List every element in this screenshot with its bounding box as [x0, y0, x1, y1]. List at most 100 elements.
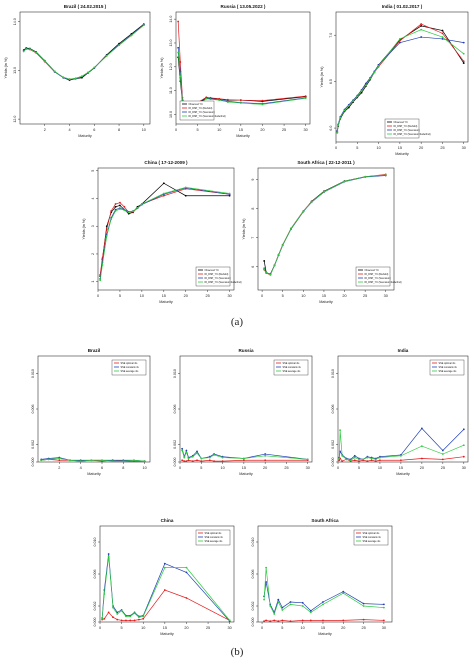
data-point	[142, 617, 145, 620]
data-point	[130, 34, 133, 37]
data-point	[273, 613, 276, 615]
data-point	[119, 204, 121, 207]
data-point	[69, 459, 71, 462]
x-tick-label: 5	[200, 466, 202, 470]
series-line	[338, 456, 464, 462]
x-tick-label: 0	[261, 626, 263, 630]
y-tick-label: 0.006	[331, 405, 335, 414]
data-point	[120, 619, 123, 622]
y-tick-label: 0.006	[173, 405, 177, 414]
y-tick-label: 3	[91, 225, 95, 227]
series-2	[263, 173, 387, 276]
data-point	[269, 273, 272, 276]
data-point	[29, 48, 31, 50]
data-point	[185, 571, 188, 574]
chart-panel-2: Russia ( 13.05.2022 ) Maturity Yields (in …	[160, 4, 311, 138]
data-point	[277, 598, 280, 601]
data-point	[47, 458, 50, 461]
data-point	[420, 28, 423, 31]
data-point	[301, 605, 304, 607]
data-point	[349, 459, 352, 462]
data-point	[353, 454, 356, 457]
legend-entry: SSE average nls	[121, 370, 140, 373]
data-point	[40, 459, 43, 462]
y-axis-label: Yields (in %)	[320, 66, 324, 88]
data-point	[112, 616, 114, 619]
chart-title: Brazil	[88, 348, 101, 353]
data-point	[179, 61, 182, 63]
data-point	[125, 619, 127, 622]
chart-title: South Africa ( 22-12-2011 )	[297, 160, 355, 165]
data-point	[362, 605, 365, 607]
x-tick-label: 10	[301, 626, 305, 630]
x-tick-label: 10	[143, 466, 147, 470]
y-tick-label: 14.0	[13, 18, 17, 25]
data-point	[53, 70, 56, 73]
legend-entry: SSE optimal nls	[121, 362, 139, 365]
data-point	[183, 456, 186, 459]
data-point	[420, 36, 423, 38]
data-point	[277, 253, 280, 256]
legend-entry: SSE optimal nls	[439, 362, 457, 365]
y-tick-label: 0.000	[251, 618, 255, 627]
chart-title: Russia ( 13.05.2022 )	[221, 4, 266, 9]
plot-frame	[175, 11, 311, 125]
series-2	[99, 187, 231, 276]
data-point	[281, 244, 284, 246]
data-point	[177, 51, 180, 54]
legend-entry: SSE optimal nls	[363, 532, 381, 535]
x-tick-label: 2	[58, 466, 60, 470]
data-point	[123, 205, 126, 208]
data-point	[105, 235, 108, 237]
data-point	[184, 186, 187, 189]
data-point	[125, 615, 127, 618]
y-tick-label: 6	[251, 266, 255, 268]
x-tick-label: 6	[101, 466, 103, 470]
data-point	[364, 175, 367, 178]
data-point	[90, 459, 93, 462]
series-3	[263, 174, 387, 276]
x-axis-label: Maturity	[236, 134, 250, 138]
data-point	[302, 210, 305, 213]
data-point	[342, 590, 345, 593]
legend-box	[195, 529, 231, 546]
data-point	[374, 458, 377, 461]
legend-entry: IR_DNP_YC (Svensson)	[365, 277, 391, 280]
legend-entry: SSE average nls	[283, 370, 302, 373]
series-line	[23, 24, 145, 81]
data-point	[114, 205, 117, 208]
data-point	[140, 203, 143, 205]
data-point	[289, 620, 292, 623]
data-point	[281, 619, 284, 622]
series-4	[263, 174, 387, 276]
data-point	[213, 454, 215, 456]
caption-b: (b)	[231, 646, 244, 658]
data-point	[110, 218, 113, 221]
x-tick-label: 25	[206, 626, 210, 630]
data-point	[263, 620, 265, 623]
series-3	[336, 36, 465, 132]
x-tick-label: 20	[263, 466, 267, 470]
data-point	[129, 615, 132, 618]
x-tick-label: 2	[44, 128, 46, 132]
data-point	[398, 38, 401, 40]
chart-title: China	[161, 518, 174, 523]
data-point	[366, 456, 369, 459]
data-point	[209, 98, 212, 101]
x-tick-label: 25	[282, 128, 286, 132]
data-point	[133, 619, 136, 622]
data-point	[273, 619, 276, 622]
data-point	[187, 459, 190, 462]
chart-panel-9: China Maturity 0 5 10 15 20 25 30 0.000 0.002 0.006…	[93, 518, 235, 636]
data-point	[200, 460, 203, 463]
data-point	[356, 95, 359, 98]
data-point	[133, 612, 136, 615]
series-line	[336, 29, 464, 133]
data-point	[196, 452, 198, 455]
y-tick-label: 5	[91, 170, 95, 172]
data-point	[162, 194, 165, 197]
data-point	[122, 460, 125, 463]
data-point	[43, 60, 46, 63]
y-tick-label: 6.5	[329, 79, 333, 84]
